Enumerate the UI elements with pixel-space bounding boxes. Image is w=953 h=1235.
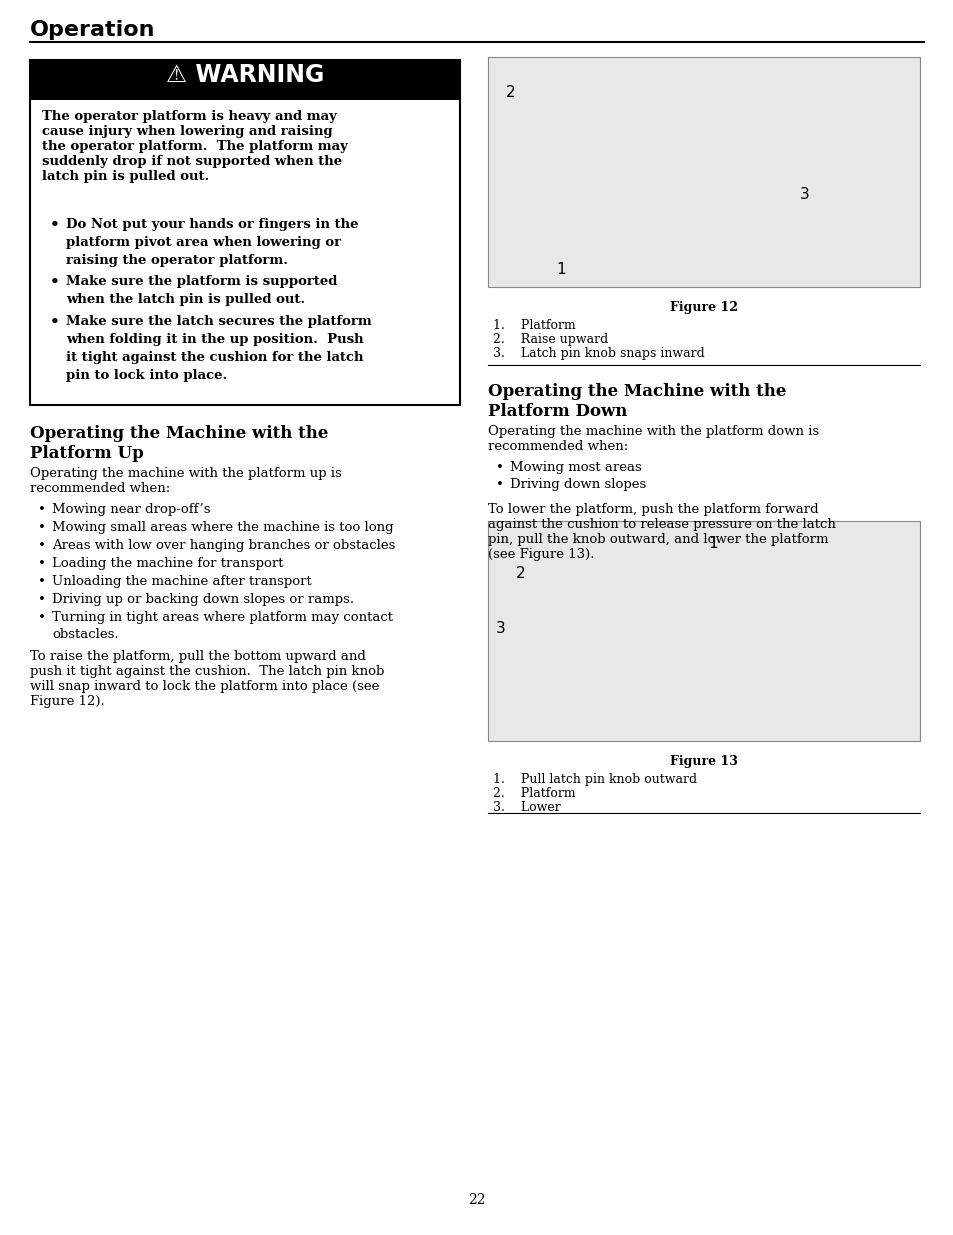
Text: •: • [38, 538, 46, 552]
Text: Do Not put your hands or fingers in the
platform pivot area when lowering or
rai: Do Not put your hands or fingers in the … [66, 219, 358, 267]
FancyBboxPatch shape [30, 61, 459, 100]
Text: 1: 1 [707, 536, 717, 551]
Text: •: • [50, 315, 60, 329]
Text: To lower the platform, push the platform forward
against the cushion to release : To lower the platform, push the platform… [488, 503, 835, 561]
Text: •: • [50, 219, 60, 232]
Text: •: • [496, 461, 503, 474]
Text: Areas with low over hanging branches or obstacles: Areas with low over hanging branches or … [52, 538, 395, 552]
Text: Operating the machine with the platform down is
recommended when:: Operating the machine with the platform … [488, 425, 819, 453]
Text: 2.    Platform: 2. Platform [493, 787, 575, 800]
Text: Driving up or backing down slopes or ramps.: Driving up or backing down slopes or ram… [52, 593, 354, 606]
Text: To raise the platform, pull the bottom upward and
push it tight against the cush: To raise the platform, pull the bottom u… [30, 650, 384, 708]
Text: Figure 13: Figure 13 [669, 755, 738, 768]
Text: 3: 3 [800, 186, 809, 203]
Text: 2.    Raise upward: 2. Raise upward [493, 333, 608, 346]
Text: Unloading the machine after transport: Unloading the machine after transport [52, 576, 312, 588]
Text: 1: 1 [556, 262, 565, 277]
Text: Loading the machine for transport: Loading the machine for transport [52, 557, 283, 571]
Text: Operation: Operation [30, 20, 155, 40]
FancyBboxPatch shape [30, 61, 459, 405]
Text: •: • [38, 557, 46, 571]
Text: •: • [38, 521, 46, 534]
Text: Mowing near drop-off’s: Mowing near drop-off’s [52, 503, 211, 516]
Text: Operating the Machine with the
Platform Down: Operating the Machine with the Platform … [488, 383, 785, 420]
Text: The operator platform is heavy and may
cause injury when lowering and raising
th: The operator platform is heavy and may c… [42, 110, 348, 183]
Text: Figure 12: Figure 12 [669, 301, 738, 314]
Text: 1.    Platform: 1. Platform [493, 319, 576, 332]
Text: 1.    Pull latch pin knob outward: 1. Pull latch pin knob outward [493, 773, 697, 785]
Text: •: • [38, 576, 46, 588]
Text: Turning in tight areas where platform may contact
obstacles.: Turning in tight areas where platform ma… [52, 611, 393, 641]
Text: 2: 2 [516, 566, 525, 580]
Text: 3.    Latch pin knob snaps inward: 3. Latch pin knob snaps inward [493, 347, 704, 359]
Text: 3.    Lower: 3. Lower [493, 802, 560, 814]
Text: Operating the machine with the platform up is
recommended when:: Operating the machine with the platform … [30, 467, 341, 495]
Text: ⚠ WARNING: ⚠ WARNING [166, 63, 324, 86]
Text: Mowing small areas where the machine is too long: Mowing small areas where the machine is … [52, 521, 394, 534]
Text: •: • [38, 611, 46, 624]
Text: 22: 22 [468, 1193, 485, 1207]
Text: 3: 3 [496, 621, 505, 636]
FancyBboxPatch shape [488, 57, 919, 287]
Text: •: • [38, 503, 46, 516]
FancyBboxPatch shape [488, 521, 919, 741]
Text: Driving down slopes: Driving down slopes [510, 478, 645, 492]
Text: •: • [496, 478, 503, 492]
Text: Mowing most areas: Mowing most areas [510, 461, 641, 474]
Text: Operating the Machine with the
Platform Up: Operating the Machine with the Platform … [30, 425, 328, 462]
Text: Make sure the platform is supported
when the latch pin is pulled out.: Make sure the platform is supported when… [66, 275, 337, 306]
Text: •: • [50, 275, 60, 289]
Text: 2: 2 [505, 85, 515, 100]
Text: •: • [38, 593, 46, 606]
Text: Make sure the latch secures the platform
when folding it in the up position.  Pu: Make sure the latch secures the platform… [66, 315, 372, 382]
